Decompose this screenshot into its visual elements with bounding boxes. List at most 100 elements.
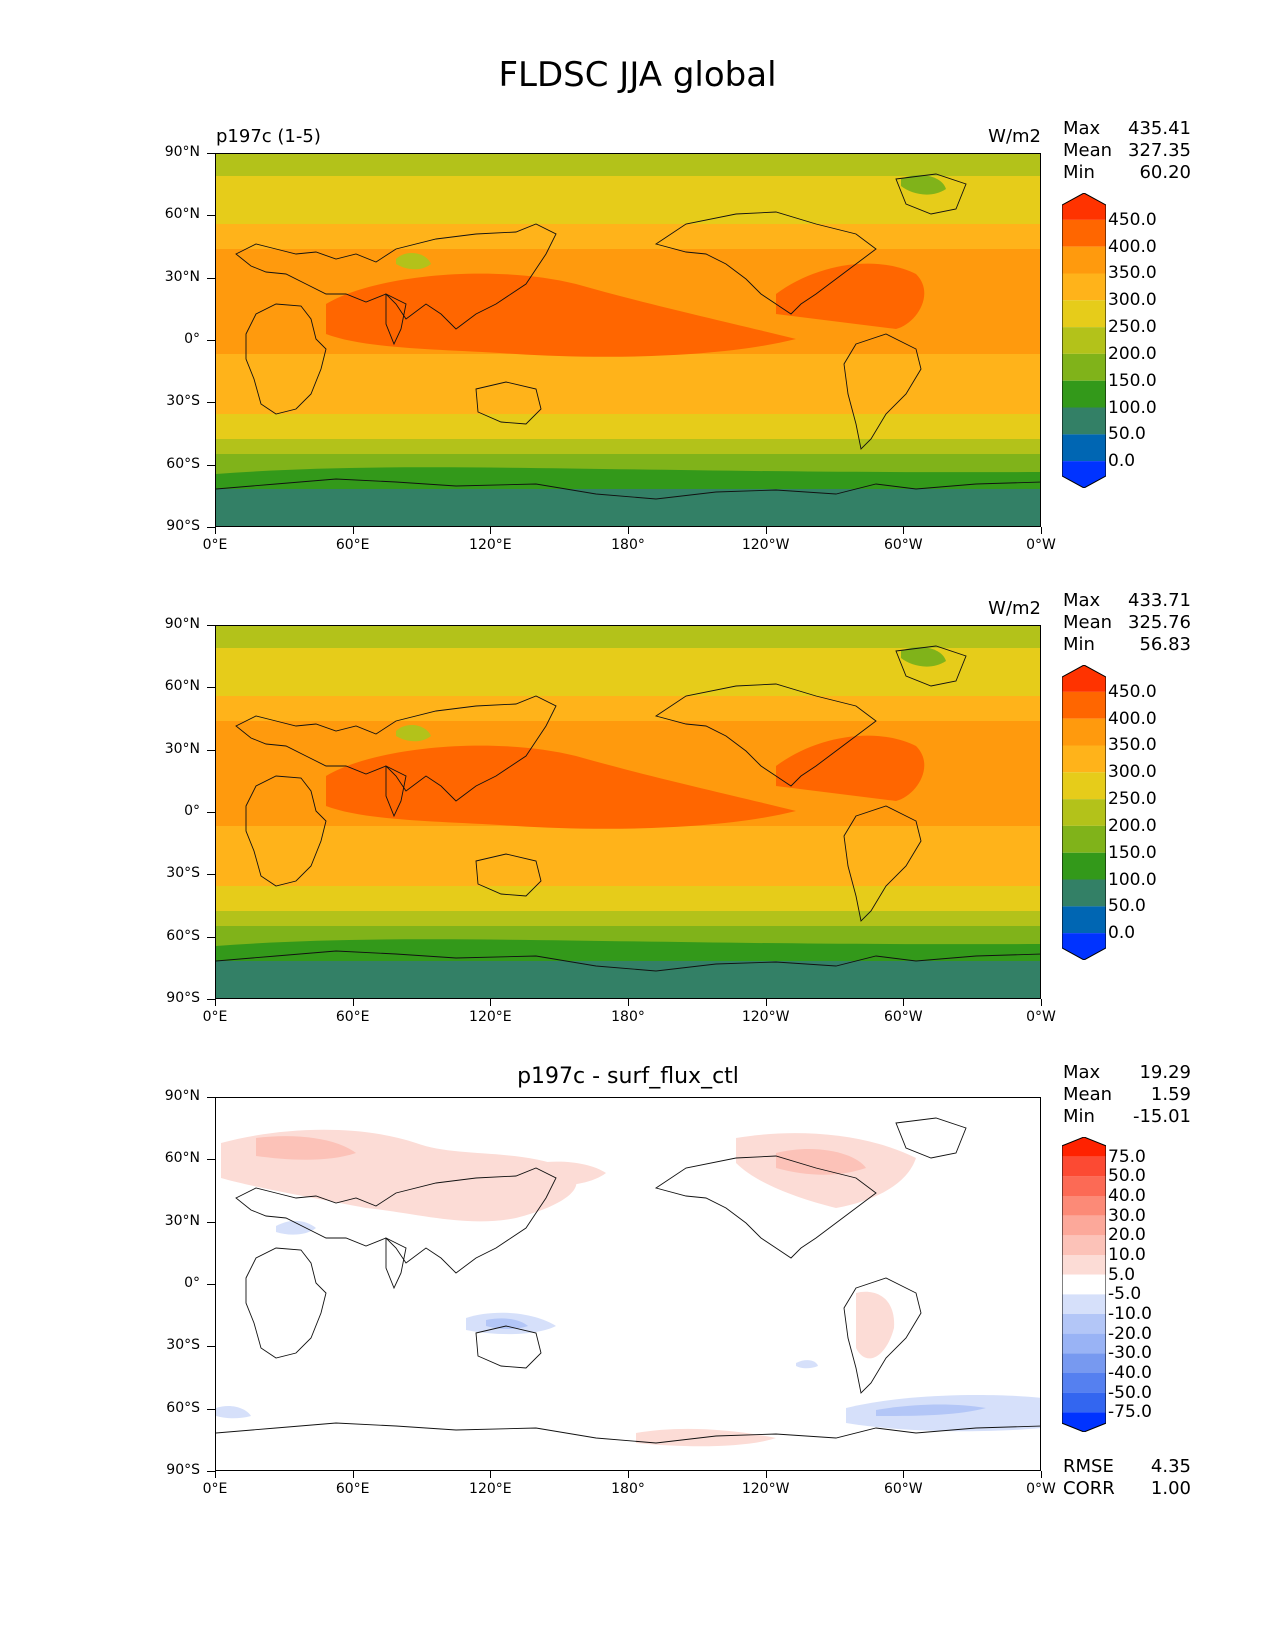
atlantic-warm [776,735,925,801]
colorbar-tick-label: 50.0 [1108,424,1146,445]
colorbar-segment [1062,1235,1106,1255]
lon-tick-label: 120°E [469,1481,512,1497]
panel-left-title: p197c (1-5) [216,126,321,147]
lat-tick [207,153,215,154]
lat-tick-label: 30°S [166,393,200,410]
stat-value: 4.35 [1150,1456,1191,1477]
colorbar-segment [1062,906,1106,934]
colorbar-segment [1062,1215,1106,1236]
diff-region [876,1404,986,1416]
colorbar-tick-label: 450.0 [1108,209,1157,230]
lon-tick [903,527,905,534]
lat-band [216,911,1040,927]
lon-tick-label: 180° [611,537,645,553]
lon-tick-label: 180° [611,1009,645,1025]
lat-tick [207,1346,215,1348]
colorbar [1061,664,1107,961]
diff-region [796,1360,818,1369]
colorbar-segment [1062,1274,1106,1295]
coastline [475,1325,542,1369]
lat-tick-label: 90°N [164,616,200,632]
stat-label: Max [1063,118,1101,139]
colorbar-tick-label: 200.0 [1108,815,1157,836]
lat-band [216,626,1040,649]
map-frame [215,625,1041,999]
lat-tick [207,1221,215,1223]
lat-tick-label: 90°N [164,1088,200,1104]
coastline [895,1117,967,1159]
lat-tick [207,215,215,217]
lat-band [216,154,1040,177]
stat-value: 19.29 [1139,1062,1191,1083]
colorbar-tick-label: 50.0 [1108,1166,1146,1187]
lat-tick-label: 0° [184,803,200,819]
stat-value: 327.35 [1128,140,1191,161]
lon-tick-label: 60°W [883,1481,923,1497]
stat-label: Max [1063,590,1101,611]
stat-label: Mean [1063,140,1113,161]
stat-row: Max 433.71 [1063,590,1191,612]
lat-tick-label: 90°S [166,1462,200,1478]
lat-band [216,826,1040,862]
colorbar-tick-label: 200.0 [1108,343,1157,364]
colorbar-segment [1062,1255,1106,1275]
stat-row: Max 19.29 [1063,1062,1191,1084]
stat-row: Mean 1.59 [1063,1084,1191,1106]
map-plot [216,154,1040,526]
colorbar-wrapper [1061,1136,1107,1436]
lon-tick-label: 0°E [202,537,228,553]
coastline [245,303,327,415]
lat-band [216,886,1040,912]
lon-tick-label: 0°W [1026,1481,1056,1497]
colorbar-tick-label: -75.0 [1108,1402,1152,1423]
colorbar-segment [1062,1137,1106,1157]
coastline [235,223,557,330]
lon-tick [490,999,492,1006]
colorbar-segment [1062,300,1106,328]
colorbar-tick-label: 100.0 [1108,397,1157,418]
lon-tick-label: 0°E [202,1481,228,1497]
colorbar-tick-label: 300.0 [1108,762,1157,783]
lon-tick-label: 0°W [1026,1009,1056,1025]
lat-tick-label: 0° [184,1275,200,1291]
colorbar-segment [1062,933,1106,960]
colorbar [1061,192,1107,489]
lat-tick [207,1284,215,1285]
colorbar-segment [1062,407,1106,435]
colorbar-segment [1062,1412,1106,1432]
coastline [235,695,557,802]
lon-tick [765,527,767,534]
lon-tick-label: 120°W [741,537,790,553]
lon-tick-label: 120°E [469,1009,512,1025]
lat-tick [207,340,215,341]
colorbar-segment [1062,461,1106,488]
lat-tick-label: 0° [184,331,200,347]
lat-tick [207,1408,215,1410]
stat-value: 1.59 [1150,1084,1191,1105]
colorbar-segment [1062,327,1106,354]
warm-pool [326,273,796,357]
lon-tick [490,1471,492,1478]
colorbar-tick-label: -10.0 [1108,1304,1152,1324]
lon-tick-label: 120°W [741,1481,790,1497]
colorbar-segment [1062,1392,1106,1413]
stat-value: 1.00 [1150,1478,1191,1499]
stat-value: -15.01 [1132,1106,1191,1127]
coastline [895,645,967,687]
colorbar-tick-label: 450.0 [1108,681,1157,702]
lon-tick-label: 180° [611,1481,645,1497]
lon-tick [1041,527,1042,534]
colorbar-tick-label: 150.0 [1108,370,1157,391]
coastline [216,1422,1040,1444]
colorbar-tick-label: 50.0 [1108,896,1146,917]
lat-tick-label: 30°N [164,740,200,757]
lat-band [216,439,1040,455]
lat-tick [207,277,215,279]
coastline [654,683,877,787]
colorbar-segment [1062,1373,1106,1393]
stat-value: 433.71 [1128,590,1191,611]
map-frame [215,1097,1041,1471]
lat-band [216,199,1040,225]
diff-region [486,1318,528,1329]
map-plot [216,626,1040,998]
